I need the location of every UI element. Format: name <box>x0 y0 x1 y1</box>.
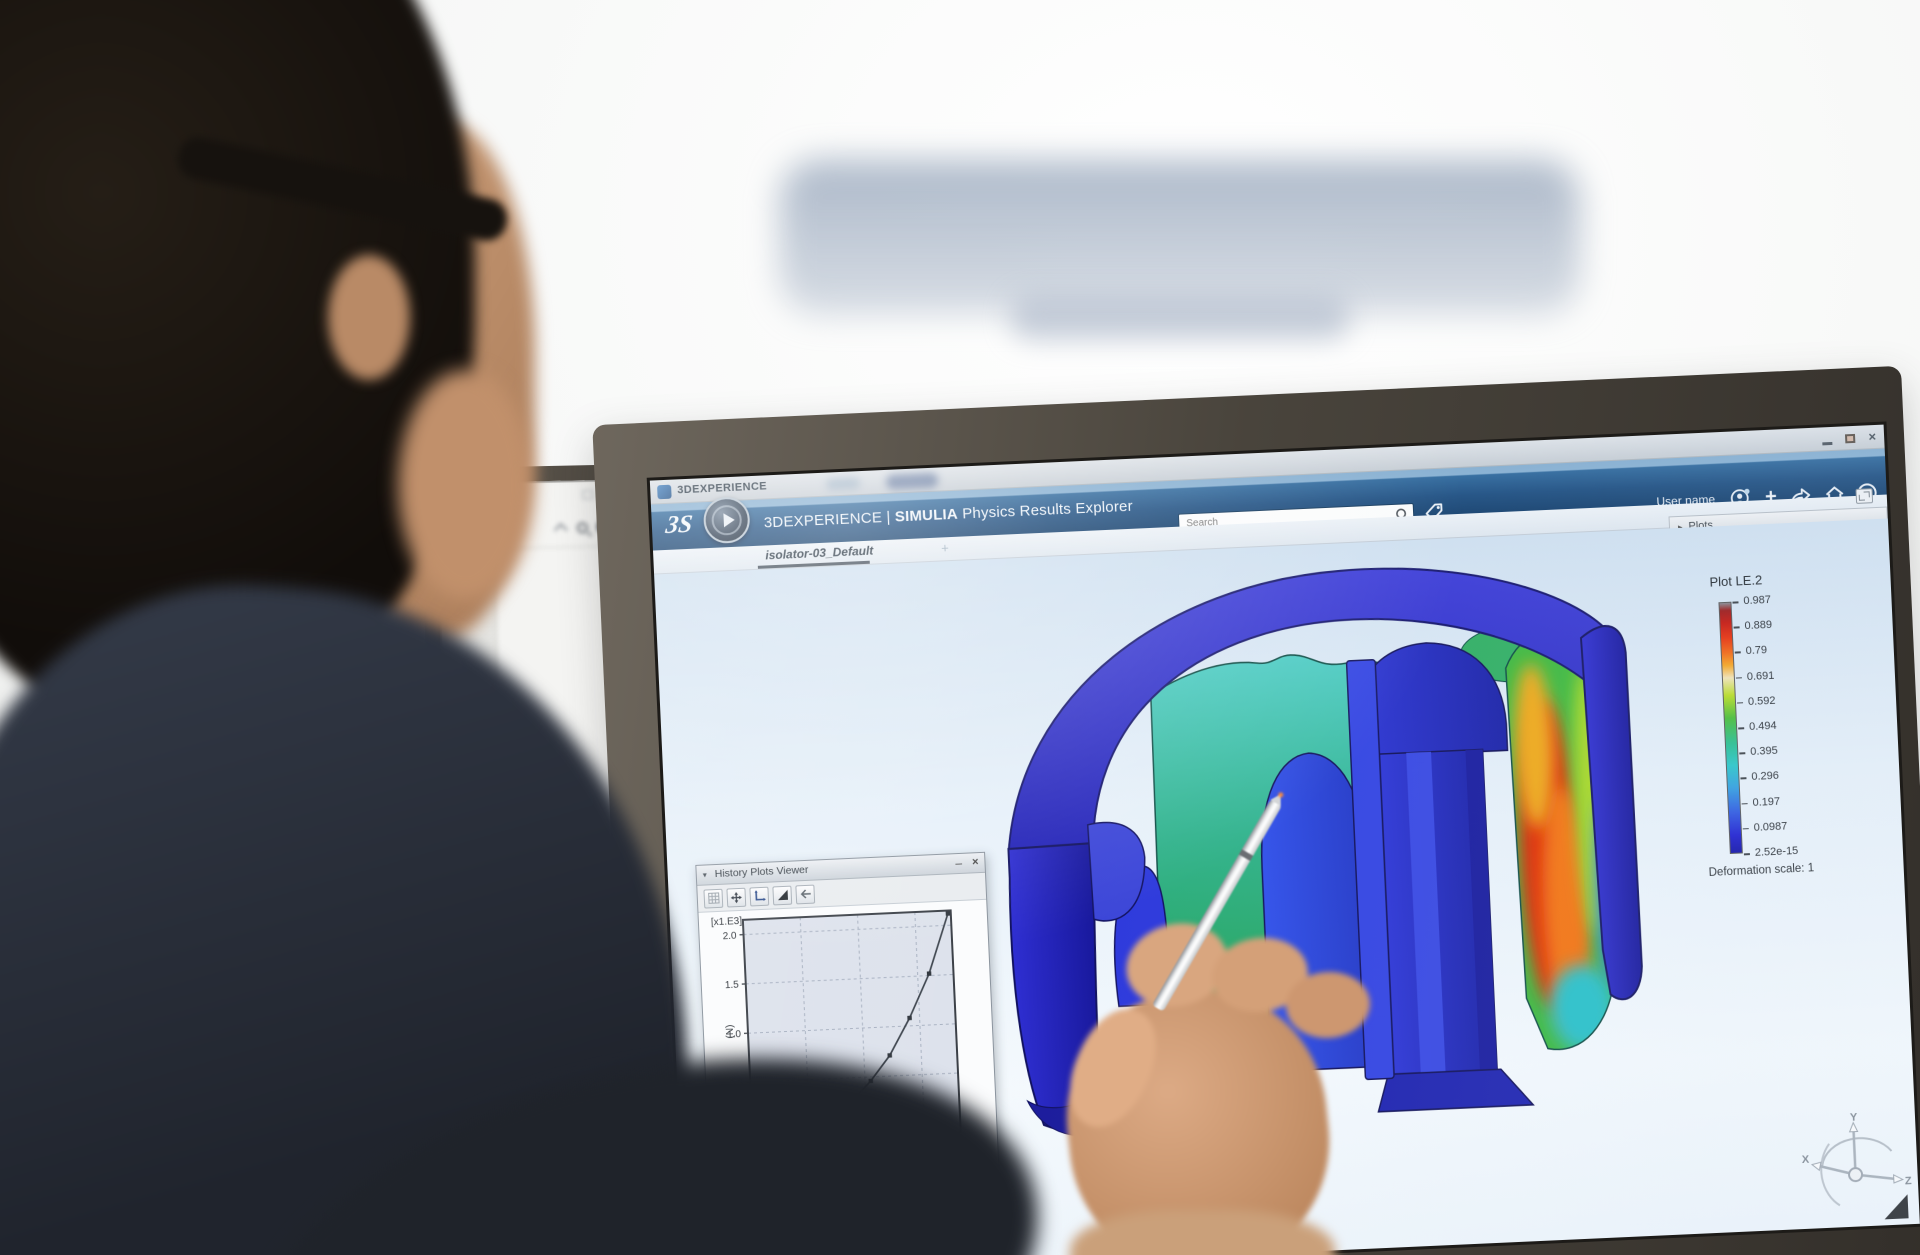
legend-tick-label: 0.494 <box>1748 719 1777 734</box>
play-icon <box>723 512 736 528</box>
search-icon <box>576 521 589 533</box>
new-tab-button[interactable]: + <box>940 540 950 556</box>
legend-tick-label: 0.197 <box>1752 795 1781 809</box>
person-cheek <box>398 370 533 600</box>
legend-tick <box>1735 676 1742 679</box>
blurred-taskbar-item <box>825 477 861 491</box>
compass-icon[interactable] <box>702 496 751 545</box>
legend-tick <box>1737 702 1744 704</box>
window-triangle-icon: ▾ <box>702 870 708 880</box>
corner-resize-triangle <box>1883 1194 1909 1220</box>
table-icon[interactable] <box>703 888 724 909</box>
svg-text:1.5: 1.5 <box>725 980 740 992</box>
svg-text:1.0: 1.0 <box>727 1029 742 1041</box>
blurred-taskbar-item <box>885 472 939 490</box>
legend-tick-label: 0.79 <box>1745 644 1768 658</box>
collapse-icon <box>553 522 568 537</box>
hand-wrist <box>1070 1210 1335 1255</box>
navigation-triad[interactable]: Y X Z <box>1798 1110 1915 1225</box>
legend-tick <box>1733 626 1740 629</box>
legend-tick-label: 0.592 <box>1747 694 1776 708</box>
minimize-icon[interactable] <box>1822 441 1833 445</box>
legend-tick-label: 0.889 <box>1744 619 1773 633</box>
deformation-scale-label: Deformation scale: 1 <box>1708 862 1815 879</box>
pan-icon[interactable] <box>726 887 747 908</box>
legend-tick-labels: 0.987 0.889 0.79 0.691 0.592 0.494 0.395 0.296 0… <box>1732 593 1893 859</box>
app-window-icon <box>657 484 672 500</box>
legend-tick <box>1738 727 1745 730</box>
blurred-ceiling-structure <box>780 160 1580 315</box>
legend-tick <box>1732 601 1739 604</box>
legend-tick <box>1734 651 1741 654</box>
fill-style-icon[interactable] <box>772 885 793 905</box>
triad-z-label: Z <box>1905 1175 1913 1187</box>
app-title: 3DEXPERIENCE | SIMULIA Physics Results E… <box>763 498 1133 532</box>
legend-title: Plot LE.2 <box>1709 572 1763 590</box>
legend-tick-label: 2.52e-15 <box>1754 844 1799 859</box>
legend-tick <box>1743 853 1750 855</box>
svg-text:(N): (N) <box>725 1024 737 1038</box>
legend-tick <box>1740 777 1747 780</box>
window-control-icon <box>582 490 594 500</box>
back-arrow-icon[interactable] <box>795 884 816 904</box>
app-title-suite: Physics Results Explorer <box>961 497 1134 523</box>
tab-isolator-default[interactable]: isolator-03_Default <box>765 543 874 563</box>
legend-tick-label: 0.691 <box>1746 669 1775 683</box>
blurred-ceiling-structure-2 <box>1010 296 1350 340</box>
svg-text:2.0: 2.0 <box>722 930 737 942</box>
app-title-product: SIMULIA <box>894 505 959 526</box>
os-window-title: 3DEXPERIENCE <box>677 480 768 497</box>
legend-tick-label: 0.296 <box>1751 770 1780 784</box>
fea-model[interactable] <box>984 541 1669 1145</box>
close-icon[interactable]: × <box>1868 428 1877 445</box>
person-ear <box>328 255 410 380</box>
app-title-brand: 3DEXPERIENCE <box>763 509 883 532</box>
close-icon[interactable]: × <box>971 856 979 869</box>
axes-icon[interactable] <box>749 886 770 907</box>
legend-tick-label: 0.395 <box>1750 744 1779 759</box>
legend-tick <box>1741 802 1748 805</box>
restore-viewport-icon[interactable] <box>1855 488 1874 504</box>
legend-tick <box>1739 752 1746 755</box>
legend-tick-label: 0.987 <box>1743 593 1772 608</box>
restore-icon[interactable] <box>1845 433 1856 443</box>
dassault-3ds-logo: 3S <box>664 510 695 540</box>
minimize-icon[interactable]: – <box>955 855 963 871</box>
legend-tick-label: 0.0987 <box>1753 820 1788 834</box>
legend-tick <box>1742 827 1749 830</box>
history-viewer-toolbar <box>697 872 987 913</box>
app-title-divider: | <box>886 508 891 526</box>
triad-y-label: Y <box>1850 1111 1859 1123</box>
pen-band <box>1238 849 1254 861</box>
contour-legend: Plot LE.2 0.987 0.889 0.79 0.691 0.592 0.494 0… <box>1695 559 1900 897</box>
triad-x-label: X <box>1802 1154 1811 1166</box>
